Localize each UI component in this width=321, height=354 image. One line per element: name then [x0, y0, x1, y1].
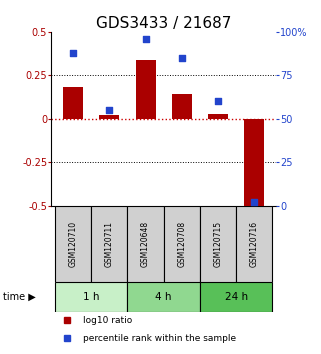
Text: 4 h: 4 h [155, 292, 172, 302]
Text: time ▶: time ▶ [3, 292, 36, 302]
Bar [63, 87, 83, 119]
Text: 24 h: 24 h [225, 292, 248, 302]
Title: GDS3433 / 21687: GDS3433 / 21687 [96, 16, 231, 31]
Bar [164, 206, 200, 282]
Text: log10 ratio: log10 ratio [83, 316, 132, 325]
Text: percentile rank within the sample: percentile rank within the sample [83, 333, 236, 343]
Bar [200, 282, 273, 312]
Point [252, 199, 257, 205]
Point [215, 98, 221, 104]
Bar [172, 95, 192, 119]
Point [143, 36, 148, 42]
Bar [127, 282, 200, 312]
Point [71, 50, 76, 56]
Text: GSM120710: GSM120710 [69, 221, 78, 267]
Bar [244, 119, 264, 206]
Bar [91, 206, 127, 282]
Bar [55, 206, 91, 282]
Bar [236, 206, 273, 282]
Bar [55, 282, 127, 312]
Text: GSM120708: GSM120708 [177, 221, 186, 267]
Point [107, 107, 112, 113]
Text: GSM120648: GSM120648 [141, 221, 150, 267]
Text: GSM120711: GSM120711 [105, 221, 114, 267]
Text: GSM120715: GSM120715 [213, 221, 222, 267]
Bar [135, 60, 156, 119]
Point [179, 55, 184, 61]
Bar [100, 115, 119, 119]
Text: 1 h: 1 h [83, 292, 100, 302]
Bar [200, 206, 236, 282]
Bar [127, 206, 164, 282]
Text: GSM120716: GSM120716 [250, 221, 259, 267]
Bar [208, 114, 228, 119]
